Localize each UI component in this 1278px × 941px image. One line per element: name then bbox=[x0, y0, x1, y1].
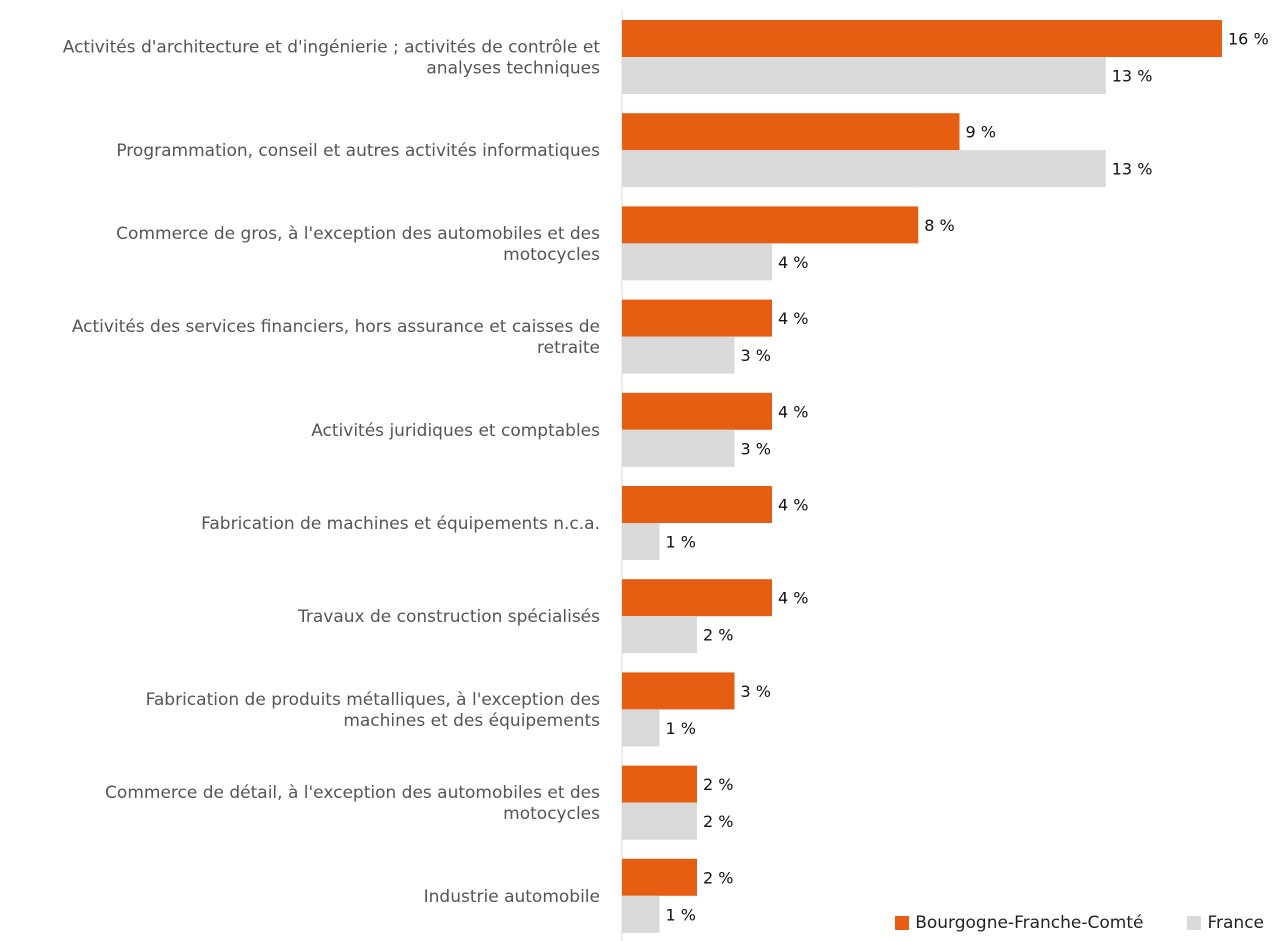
bar-france bbox=[622, 616, 697, 654]
bar-france bbox=[622, 57, 1106, 94]
value-label: 2 % bbox=[703, 626, 733, 645]
category-label: Commerce de détail, à l'exception des au… bbox=[105, 783, 600, 824]
value-label: 4 % bbox=[778, 589, 808, 608]
value-label: 16 % bbox=[1228, 30, 1269, 49]
category-labels: Activités d'architecture et d'ingénierie… bbox=[63, 38, 601, 907]
legend-item-bourgogne: Bourgogne-Franche-Comté bbox=[895, 913, 1143, 933]
category-label: Fabrication de machines et équipements n… bbox=[201, 514, 600, 534]
bar-france bbox=[622, 429, 735, 467]
value-label: 1 % bbox=[666, 719, 696, 738]
bar-france bbox=[622, 150, 1106, 188]
value-label: 4 % bbox=[778, 253, 808, 272]
legend-label-bourgogne: Bourgogne-Franche-Comté bbox=[915, 913, 1144, 933]
value-label: 8 % bbox=[924, 216, 954, 235]
value-label: 3 % bbox=[741, 346, 771, 365]
bar-france bbox=[622, 709, 660, 747]
bar-bourgogne-franche-comt bbox=[622, 113, 960, 151]
value-label: 3 % bbox=[741, 682, 771, 701]
bar-bourgogne-franche-comt bbox=[622, 20, 1222, 57]
value-label: 9 % bbox=[966, 123, 996, 142]
category-label: Activités des services financiers, hors … bbox=[72, 317, 600, 358]
bars bbox=[622, 20, 1222, 933]
category-label: Activités d'architecture et d'ingénierie… bbox=[63, 38, 601, 79]
value-label: 13 % bbox=[1112, 67, 1153, 86]
legend: Bourgogne-Franche-Comté France bbox=[895, 913, 1264, 933]
value-label: 13 % bbox=[1112, 160, 1153, 179]
bar-france bbox=[622, 523, 660, 560]
bar-bourgogne-franche-comt bbox=[622, 579, 772, 617]
category-label: Commerce de gros, à l'exception des auto… bbox=[116, 224, 600, 265]
legend-label-france: France bbox=[1207, 913, 1264, 933]
legend-swatch-bourgogne bbox=[895, 916, 910, 930]
value-label: 4 % bbox=[778, 402, 808, 421]
category-label: Fabrication de produits métalliques, à l… bbox=[146, 690, 600, 731]
legend-item-france: France bbox=[1187, 913, 1264, 933]
bar-bourgogne-franche-comt bbox=[622, 206, 919, 244]
category-label: Travaux de construction spécialisés bbox=[297, 607, 600, 627]
value-label: 4 % bbox=[778, 309, 808, 328]
bar-bourgogne-franche-comt bbox=[622, 858, 697, 896]
legend-swatch-france bbox=[1187, 916, 1202, 930]
value-label: 3 % bbox=[741, 439, 771, 458]
value-label: 1 % bbox=[666, 905, 696, 924]
bar-bourgogne-franche-comt bbox=[622, 392, 772, 430]
value-label: 1 % bbox=[666, 533, 696, 552]
bar-bourgogne-franche-comt bbox=[622, 299, 772, 337]
value-label: 2 % bbox=[703, 868, 733, 887]
category-label: Activités juridiques et comptables bbox=[311, 421, 600, 441]
value-label: 4 % bbox=[778, 496, 808, 515]
bar-france bbox=[622, 336, 735, 374]
bar-bourgogne-franche-comt bbox=[622, 672, 735, 710]
bar-france bbox=[622, 802, 697, 840]
bar-france bbox=[622, 895, 660, 933]
value-labels: 16 % 13 % 9 % 13 % 8 % 4 % 4 % 3 % 4 % 3 % 4 % 1 % 4… bbox=[666, 30, 1269, 925]
bar-france bbox=[622, 243, 772, 281]
bar-bourgogne-franche-comt bbox=[622, 486, 772, 523]
bar-bourgogne-franche-comt bbox=[622, 765, 697, 803]
category-label: Programmation, conseil et autres activit… bbox=[116, 141, 600, 161]
value-label: 2 % bbox=[703, 775, 733, 794]
value-label: 2 % bbox=[703, 812, 733, 831]
category-label: Industrie automobile bbox=[424, 887, 600, 907]
